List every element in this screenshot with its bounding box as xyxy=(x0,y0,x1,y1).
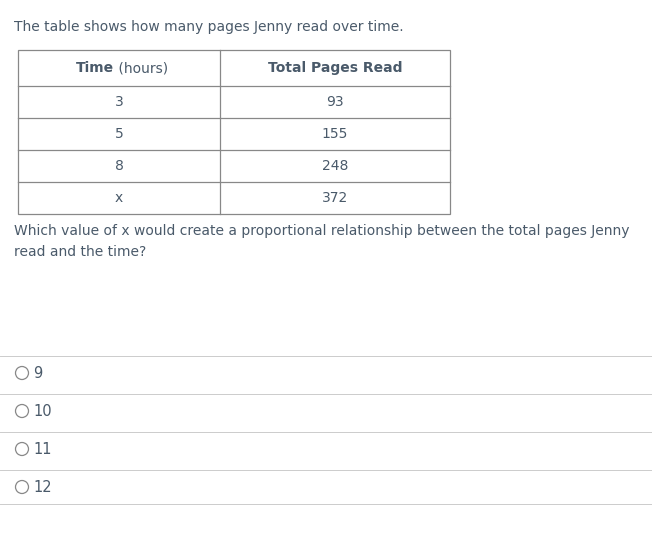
Text: 10: 10 xyxy=(33,403,52,419)
Text: Total Pages Read: Total Pages Read xyxy=(268,61,402,75)
Text: Time: Time xyxy=(76,61,114,75)
Text: 9: 9 xyxy=(33,365,43,381)
Text: 93: 93 xyxy=(326,95,344,109)
Bar xyxy=(18,50,450,214)
Text: 11: 11 xyxy=(33,441,52,456)
Text: 12: 12 xyxy=(33,479,52,494)
Text: x: x xyxy=(115,191,123,205)
Text: 5: 5 xyxy=(115,127,123,141)
Text: 248: 248 xyxy=(322,159,348,173)
Text: (hours): (hours) xyxy=(114,61,168,75)
Text: 8: 8 xyxy=(115,159,123,173)
Text: 372: 372 xyxy=(322,191,348,205)
Text: 155: 155 xyxy=(322,127,348,141)
Text: The table shows how many pages Jenny read over time.: The table shows how many pages Jenny rea… xyxy=(14,20,404,34)
Text: 3: 3 xyxy=(115,95,123,109)
Text: Which value of x would create a proportional relationship between the total page: Which value of x would create a proporti… xyxy=(14,224,629,258)
